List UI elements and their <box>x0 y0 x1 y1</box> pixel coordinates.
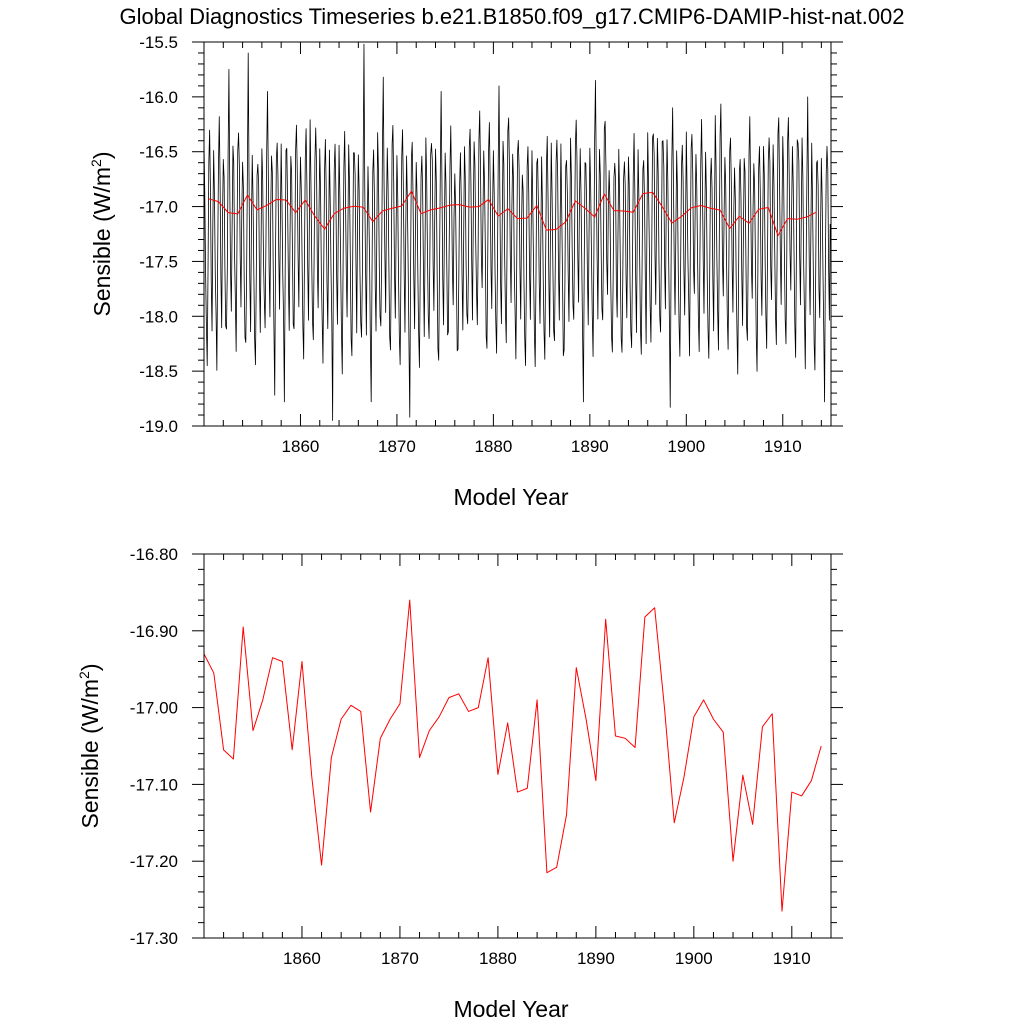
bottom-y-tick-label: -17.30 <box>130 929 178 948</box>
top-monthly-series-line <box>203 43 831 421</box>
bottom-y-axis-label: Sensible (W/m2) <box>76 663 103 828</box>
bottom-y-tick-label: -16.90 <box>130 622 178 641</box>
figure-title: Global Diagnostics Timeseries b.e21.B185… <box>119 4 904 29</box>
bottom-y-axis-label-close: ) <box>77 663 103 671</box>
top-x-tick-label: 1910 <box>764 437 802 456</box>
top-x-tick-label: 1890 <box>571 437 609 456</box>
top-plot-frame <box>203 41 832 427</box>
top-y-tick-label: -16.0 <box>139 88 178 107</box>
top-tick-layer: 1860 1870 1880 1890 1900 1910 -15.5 -16.0 -16.5 -… <box>139 33 843 456</box>
bottom-x-tick-label: 1890 <box>577 949 615 968</box>
bottom-y-tick-label: -17.00 <box>130 699 178 718</box>
top-x-tick-label: 1900 <box>667 437 705 456</box>
bottom-plot-frame <box>203 553 832 939</box>
bottom-x-tick-label: 1900 <box>675 949 713 968</box>
top-x-tick-label: 1870 <box>378 437 416 456</box>
bottom-annual-series-line <box>203 599 822 912</box>
top-y-tick-label: -19.0 <box>139 417 178 436</box>
bottom-x-axis-label: Model Year <box>453 996 568 1022</box>
bottom-series-layer <box>203 599 822 912</box>
top-series-layer <box>203 43 831 421</box>
top-y-axis-label-superscript: 2 <box>88 159 104 167</box>
top-y-axis-label-close: ) <box>89 151 115 159</box>
bottom-x-tick-label: 1870 <box>381 949 419 968</box>
bottom-y-tick-label: -16.80 <box>130 545 178 564</box>
top-y-tick-label: -15.5 <box>139 33 178 52</box>
top-y-tick-label: -17.0 <box>139 198 178 217</box>
top-x-tick-label: 1860 <box>282 437 320 456</box>
bottom-tick-layer: 1860 1870 1880 1890 1900 1910 -16.80 -16.90 -17.… <box>130 545 843 968</box>
bottom-x-tick-label: 1880 <box>479 949 517 968</box>
top-y-axis-label: Sensible (W/m2) <box>88 151 115 316</box>
bottom-x-tick-label: 1910 <box>773 949 811 968</box>
bottom-y-axis-label-superscript: 2 <box>76 671 92 679</box>
top-x-axis-label: Model Year <box>453 484 568 510</box>
top-annual-series-line <box>208 190 817 237</box>
top-x-tick-label: 1880 <box>474 437 512 456</box>
bottom-y-axis-label-text: Sensible (W/m <box>77 679 103 829</box>
bottom-y-tick-label: -17.20 <box>130 852 178 871</box>
top-y-tick-label: -17.5 <box>139 252 178 271</box>
top-panel: 1860 1870 1880 1890 1900 1910 -15.5 -16.0 -16.5 -… <box>88 33 843 510</box>
bottom-y-tick-label: -17.10 <box>130 775 178 794</box>
top-y-tick-label: -18.5 <box>139 362 178 381</box>
bottom-panel: 1860 1870 1880 1890 1900 1910 -16.80 -16.90 -17.… <box>76 545 843 1022</box>
top-y-axis-label-text: Sensible (W/m <box>89 167 115 317</box>
top-y-tick-label: -18.0 <box>139 307 178 326</box>
top-y-tick-label: -16.5 <box>139 143 178 162</box>
bottom-x-tick-label: 1860 <box>283 949 321 968</box>
